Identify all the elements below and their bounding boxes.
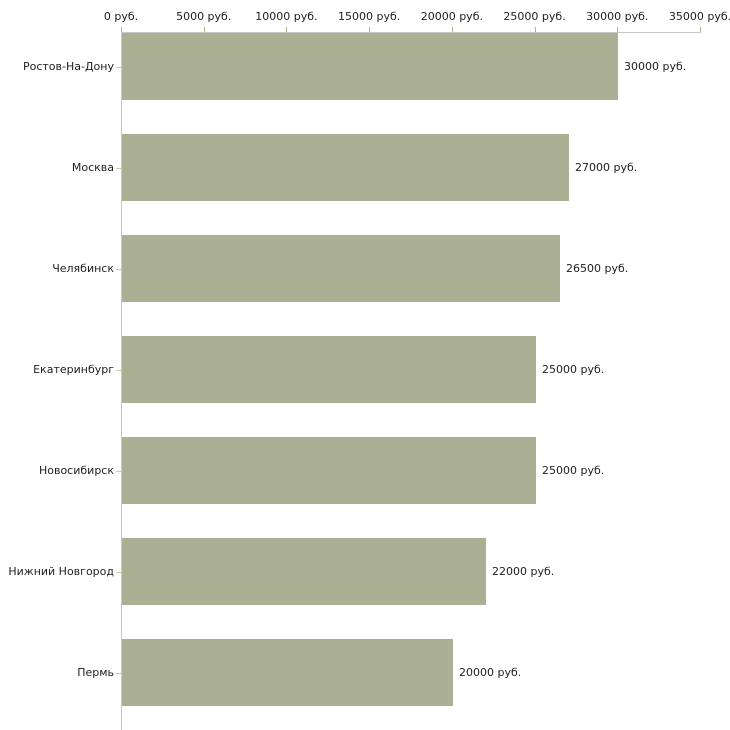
x-axis-tick-mark [121,27,122,33]
value-label: 22000 руб. [492,564,555,578]
x-axis-tick-label: 30000 руб. [586,10,649,23]
category-tick-mark [116,268,121,270]
bar [122,33,618,100]
bar [122,538,486,605]
bar [122,134,569,201]
value-label: 20000 руб. [459,665,522,679]
category-label: Москва [71,160,114,174]
value-label: 25000 руб. [542,362,605,376]
x-axis-line [121,32,701,33]
category-tick-mark [116,571,121,573]
value-label: 25000 руб. [542,463,605,477]
x-axis-tick-label: 25000 руб. [503,10,566,23]
x-axis-tick-mark [203,27,205,33]
bar [122,235,560,302]
y-axis-line [121,33,122,730]
x-axis-tick-label: 10000 руб. [255,10,318,23]
category-label: Ростов-На-Дону [22,59,114,73]
category-label: Екатеринбург [33,362,114,376]
value-label: 27000 руб. [575,160,638,174]
category-tick-mark [116,369,121,371]
category-tick-mark [116,672,121,674]
x-axis-tick-mark [451,27,453,33]
x-axis-tick-mark [286,27,288,33]
x-axis-tick-mark [700,27,701,33]
bar [122,437,536,504]
x-axis-tick-mark [617,27,619,33]
x-axis-tick-label: 15000 руб. [338,10,401,23]
category-tick-mark [116,66,121,68]
x-axis-tick-label: 35000 руб. [668,10,730,23]
category-label: Челябинск [52,261,114,275]
category-label: Новосибирск [38,463,114,477]
x-axis-tick-mark [534,27,536,33]
x-axis-tick-label: 5000 руб. [176,10,232,23]
x-axis-tick-label: 0 руб. [103,10,139,23]
category-tick-mark [116,167,121,169]
category-label: Нижний Новгород [8,564,114,578]
bar [122,336,536,403]
value-label: 30000 руб. [624,59,687,73]
x-axis-tick-label: 20000 руб. [420,10,483,23]
category-label: Пермь [77,665,114,679]
bar [122,639,453,706]
category-tick-mark [116,470,121,472]
value-label: 26500 руб. [566,261,629,275]
x-axis-tick-mark [369,27,371,33]
